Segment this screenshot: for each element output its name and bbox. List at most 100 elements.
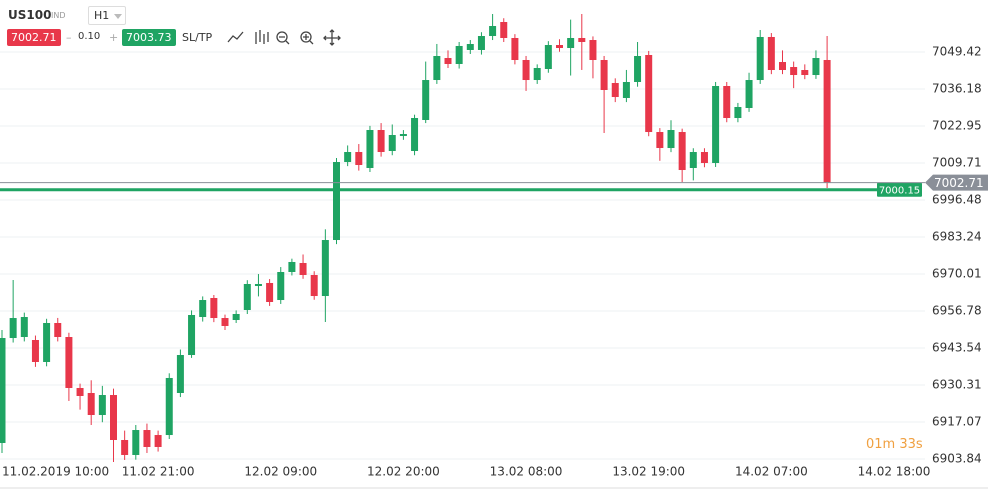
x-tick-label: 12.02 09:00 <box>244 465 317 479</box>
y-tick-label: 6956.78 <box>932 304 982 318</box>
x-tick-label: 13.02 08:00 <box>490 465 563 479</box>
candle-body <box>600 59 608 90</box>
symbol[interactable]: US100 <box>8 8 52 22</box>
candle-body <box>433 55 441 81</box>
y-tick-label: 6903.84 <box>932 452 982 466</box>
candle-body <box>243 283 251 310</box>
bid-button[interactable]: 7002.71 <box>7 29 61 46</box>
timeframe-select[interactable]: H1 <box>88 6 126 25</box>
market: IND <box>51 11 66 20</box>
price-tag-label: 7002.71 <box>934 176 984 190</box>
sltp-button[interactable]: SL/TP <box>182 31 213 44</box>
candle-body <box>210 298 218 319</box>
candle-body <box>377 130 385 153</box>
candle-body <box>254 283 262 287</box>
x-tick-label: 11.02.2019 10:00 <box>2 465 109 479</box>
y-tick-label: 7022.95 <box>932 119 982 133</box>
candle-body <box>355 152 363 166</box>
candle-body <box>667 130 675 149</box>
zoom-out-icon[interactable] <box>276 31 288 43</box>
y-tick-label: 6970.01 <box>932 267 982 281</box>
candle-body <box>756 36 764 81</box>
candle-body <box>188 314 196 356</box>
candle-body <box>87 393 95 416</box>
candle-body <box>43 322 51 362</box>
candle-body <box>388 135 396 151</box>
price-tag <box>925 174 988 191</box>
candle-body <box>132 430 140 455</box>
candle-body <box>723 85 731 119</box>
candle-body <box>65 337 73 388</box>
x-tick-label: 14.02 18:00 <box>858 465 931 479</box>
candle-body <box>522 59 530 81</box>
candle-body <box>678 132 686 171</box>
candle-body <box>689 152 697 168</box>
candle-body <box>232 313 240 321</box>
candle-body <box>444 58 452 64</box>
candle-body <box>700 152 708 163</box>
candle-body <box>20 317 28 338</box>
candle-body <box>299 262 307 275</box>
candle-body <box>76 387 84 396</box>
candle-body <box>477 36 485 50</box>
y-tick-label: 6930.31 <box>932 378 982 392</box>
x-tick-label: 11.02 21:00 <box>122 465 195 479</box>
minus-button[interactable]: – <box>66 31 72 44</box>
candle-body <box>176 355 184 394</box>
candle-body <box>154 435 162 447</box>
candles <box>0 14 831 462</box>
y-tick-label: 6943.54 <box>932 341 982 355</box>
grid <box>0 51 925 460</box>
candle-body <box>556 45 563 49</box>
x-tick-label: 12.02 20:00 <box>367 465 440 479</box>
candle-body <box>31 339 39 362</box>
candle-body <box>734 106 742 119</box>
candle-icon[interactable] <box>255 30 269 44</box>
candle-body <box>411 118 419 151</box>
candle-body <box>589 40 597 60</box>
candle-body <box>489 26 497 37</box>
candle-body <box>9 318 17 339</box>
candle-body <box>143 430 151 447</box>
y-tick-label: 7036.18 <box>932 82 982 96</box>
candle-body <box>544 45 552 69</box>
candle-body <box>645 54 653 133</box>
candle-body <box>199 300 207 318</box>
candle-body <box>812 58 820 76</box>
candle-body <box>221 318 229 326</box>
plus-button[interactable]: + <box>109 31 119 44</box>
candle-body <box>779 62 786 71</box>
candle-body <box>611 83 619 98</box>
candle-body <box>767 36 775 71</box>
timeframe: H1 <box>94 9 110 22</box>
candle-body <box>110 395 117 440</box>
price-tag-label: 7000.15 <box>879 186 920 197</box>
candle-body <box>422 80 430 120</box>
zoom-in-icon[interactable] <box>300 31 312 43</box>
candle-body <box>399 134 407 137</box>
ask-button[interactable]: 7003.73 <box>122 29 176 46</box>
candle-body <box>622 81 630 98</box>
candle-body <box>310 274 318 297</box>
candle-body <box>533 67 541 81</box>
candle-body <box>121 439 129 455</box>
spread: 0.10 <box>78 31 101 42</box>
pan-icon[interactable] <box>323 29 341 46</box>
price-tag <box>877 182 922 197</box>
candle-body <box>790 67 798 76</box>
candle-body <box>745 80 753 109</box>
x-tick-label: 13.02 19:00 <box>612 465 685 479</box>
dropdown-arrow <box>114 14 122 19</box>
candle-body <box>567 37 575 49</box>
candle-body <box>0 338 6 443</box>
candle-body <box>321 240 329 297</box>
line-icon[interactable] <box>227 31 244 43</box>
candle-body <box>466 44 474 50</box>
candle-body <box>511 37 519 60</box>
timer-seconds: 33s <box>899 437 923 452</box>
candle-body <box>712 85 720 163</box>
candle-body <box>98 395 106 416</box>
candle-body <box>366 130 374 168</box>
